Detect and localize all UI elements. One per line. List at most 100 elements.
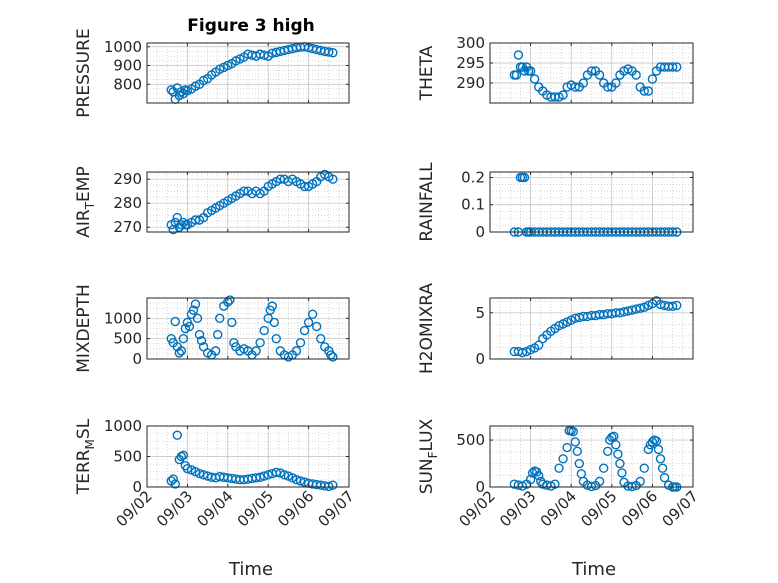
- data-point: [251, 346, 261, 356]
- data-point: [598, 463, 609, 473]
- data-point: [657, 463, 668, 473]
- data-point: [572, 446, 582, 457]
- data-point: [259, 325, 269, 336]
- y-tick-label: 0: [475, 223, 485, 241]
- chart-panel-7: 0500100009/0209/0309/0409/0509/0609/07TE…: [74, 417, 358, 530]
- data-point: [227, 317, 237, 328]
- data-point: [210, 346, 221, 356]
- data-point: [558, 90, 568, 100]
- x-tick-label: 09/07: [315, 487, 358, 530]
- data-point: [307, 309, 318, 319]
- data-point: [328, 174, 338, 184]
- y-tick-label: 1000: [104, 417, 142, 435]
- y-tick-label: 0: [475, 478, 485, 496]
- data-point: [182, 464, 193, 474]
- y-tick-label: 900: [113, 57, 142, 75]
- data-point: [190, 299, 201, 309]
- data-point: [166, 85, 176, 95]
- data-point: [311, 321, 322, 332]
- data-point: [586, 66, 597, 76]
- data-point: [513, 50, 524, 60]
- axes-box: [489, 171, 694, 233]
- y-axis-label: H2OMIXRA: [417, 283, 437, 374]
- y-tick-label: 300: [456, 34, 485, 52]
- data-point: [534, 340, 544, 350]
- data-point: [639, 86, 649, 96]
- data-point: [562, 442, 572, 453]
- data-point: [316, 333, 326, 344]
- data-point: [615, 458, 625, 469]
- axes-box: [146, 171, 350, 233]
- data-point: [517, 347, 528, 358]
- data-point: [172, 430, 183, 440]
- data-point: [525, 474, 536, 485]
- x-tick-label: 09/04: [537, 487, 580, 530]
- data-point: [263, 470, 273, 480]
- data-point: [643, 444, 654, 455]
- data-point: [303, 317, 314, 328]
- data-point: [170, 316, 180, 327]
- data-point: [295, 338, 306, 348]
- data-point: [291, 346, 302, 356]
- y-tick-label: 0.1: [461, 196, 485, 214]
- data-point: [172, 212, 183, 223]
- axes-box: [489, 42, 694, 104]
- data-point: [259, 471, 269, 481]
- y-tick-label: 5: [475, 304, 485, 322]
- x-tick-label: 09/04: [193, 487, 236, 530]
- axes-box: [146, 297, 350, 360]
- data-point: [279, 470, 290, 480]
- data-point: [653, 444, 664, 455]
- y-tick-label: 0.2: [461, 168, 485, 186]
- data-point: [269, 317, 279, 328]
- data-point: [328, 480, 338, 490]
- y-tick-label: 290: [456, 74, 485, 92]
- data-point: [225, 295, 235, 305]
- data-point: [603, 446, 613, 457]
- data-point: [613, 449, 623, 459]
- data-point: [511, 70, 522, 80]
- chart-panel-5: 0 500 1000 MIXDEPTH: [74, 284, 350, 373]
- y-tick-label: 295: [456, 54, 485, 72]
- data-point: [631, 70, 641, 80]
- figure-title: Figure 3 high: [187, 16, 315, 36]
- y-axis-label: MIXDEPTH: [74, 284, 94, 373]
- data-point: [184, 321, 195, 332]
- data-point: [168, 474, 178, 484]
- data-point: [611, 78, 621, 88]
- data-point: [668, 301, 678, 312]
- x-tick-label: 09/03: [153, 487, 196, 530]
- y-tick-label: 0: [132, 350, 142, 368]
- data-point: [212, 329, 223, 340]
- data-point: [196, 336, 207, 346]
- y-tick-label: 270: [113, 218, 142, 236]
- data-point: [239, 186, 249, 196]
- data-point: [635, 476, 645, 487]
- data-point: [255, 338, 265, 348]
- data-point: [639, 463, 649, 473]
- data-point: [324, 481, 334, 492]
- y-tick-label: 0: [475, 350, 485, 368]
- data-point: [659, 472, 670, 483]
- data-point: [672, 300, 682, 311]
- data-point: [194, 468, 205, 479]
- data-point: [271, 333, 281, 344]
- y-tick-label: 500: [113, 448, 142, 466]
- data-point: [554, 463, 564, 473]
- chart-panel-8: 050009/0209/0309/0409/0509/0609/07SUNFLU…: [417, 418, 702, 530]
- x-axis-label-right: Time: [571, 559, 616, 580]
- data-point: [668, 62, 678, 72]
- data-point: [672, 62, 682, 72]
- data-point: [651, 436, 662, 446]
- data-point: [655, 454, 666, 464]
- data-point: [291, 474, 302, 485]
- data-point: [267, 301, 277, 311]
- data-point: [178, 333, 189, 344]
- axes-box: [489, 425, 694, 488]
- axes-box: [146, 42, 350, 104]
- data-point: [578, 78, 589, 88]
- data-point: [176, 451, 187, 462]
- data-point: [215, 313, 225, 324]
- axes-box: [489, 297, 694, 360]
